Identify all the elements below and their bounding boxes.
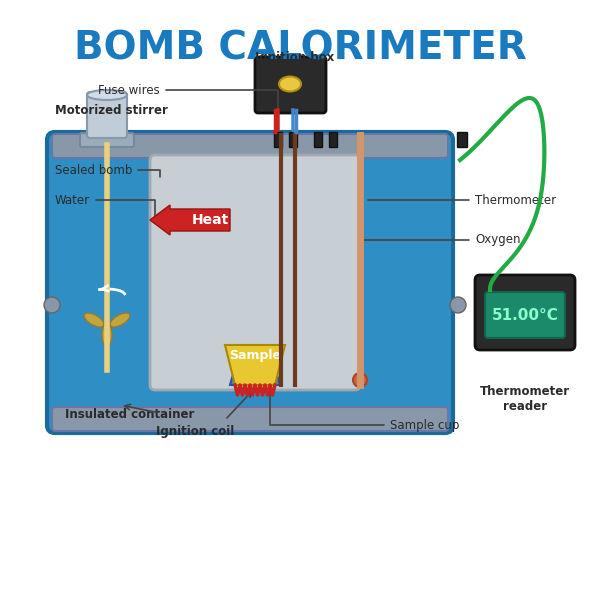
Text: Water: Water — [55, 193, 155, 217]
FancyBboxPatch shape — [47, 132, 453, 433]
Text: 51.00°C: 51.00°C — [491, 307, 559, 323]
Text: Motorized stirrer: Motorized stirrer — [55, 103, 168, 116]
FancyBboxPatch shape — [255, 57, 326, 113]
FancyBboxPatch shape — [87, 92, 127, 138]
FancyArrow shape — [150, 205, 230, 235]
Text: Thermometer
reader: Thermometer reader — [480, 385, 570, 413]
FancyBboxPatch shape — [80, 133, 134, 147]
FancyBboxPatch shape — [475, 275, 575, 350]
Circle shape — [44, 297, 60, 313]
FancyBboxPatch shape — [150, 155, 360, 390]
Polygon shape — [225, 345, 285, 385]
FancyBboxPatch shape — [457, 132, 467, 147]
FancyBboxPatch shape — [52, 134, 448, 158]
FancyBboxPatch shape — [314, 132, 322, 147]
Text: Ignition box: Ignition box — [256, 50, 335, 64]
FancyBboxPatch shape — [274, 132, 282, 147]
Text: Sample cup: Sample cup — [270, 388, 460, 431]
Text: Sealed bomb: Sealed bomb — [55, 163, 160, 177]
Ellipse shape — [84, 313, 104, 327]
Text: BOMB CALORIMETER: BOMB CALORIMETER — [74, 30, 526, 68]
Text: Sample: Sample — [229, 349, 281, 361]
Ellipse shape — [102, 324, 112, 346]
Text: Insulated container: Insulated container — [65, 409, 194, 421]
Text: Oxygen: Oxygen — [363, 233, 521, 247]
Text: Fuse wires: Fuse wires — [98, 83, 278, 109]
Ellipse shape — [279, 76, 301, 91]
Ellipse shape — [110, 313, 130, 327]
FancyBboxPatch shape — [52, 407, 448, 431]
FancyBboxPatch shape — [289, 132, 297, 147]
Text: Ignition coil: Ignition coil — [156, 425, 234, 438]
FancyBboxPatch shape — [329, 132, 337, 147]
Text: Heat: Heat — [191, 213, 229, 227]
Circle shape — [353, 373, 367, 387]
Text: Thermometer: Thermometer — [368, 193, 556, 206]
Ellipse shape — [87, 90, 127, 100]
Polygon shape — [230, 350, 280, 385]
Circle shape — [450, 297, 466, 313]
FancyBboxPatch shape — [485, 292, 565, 338]
